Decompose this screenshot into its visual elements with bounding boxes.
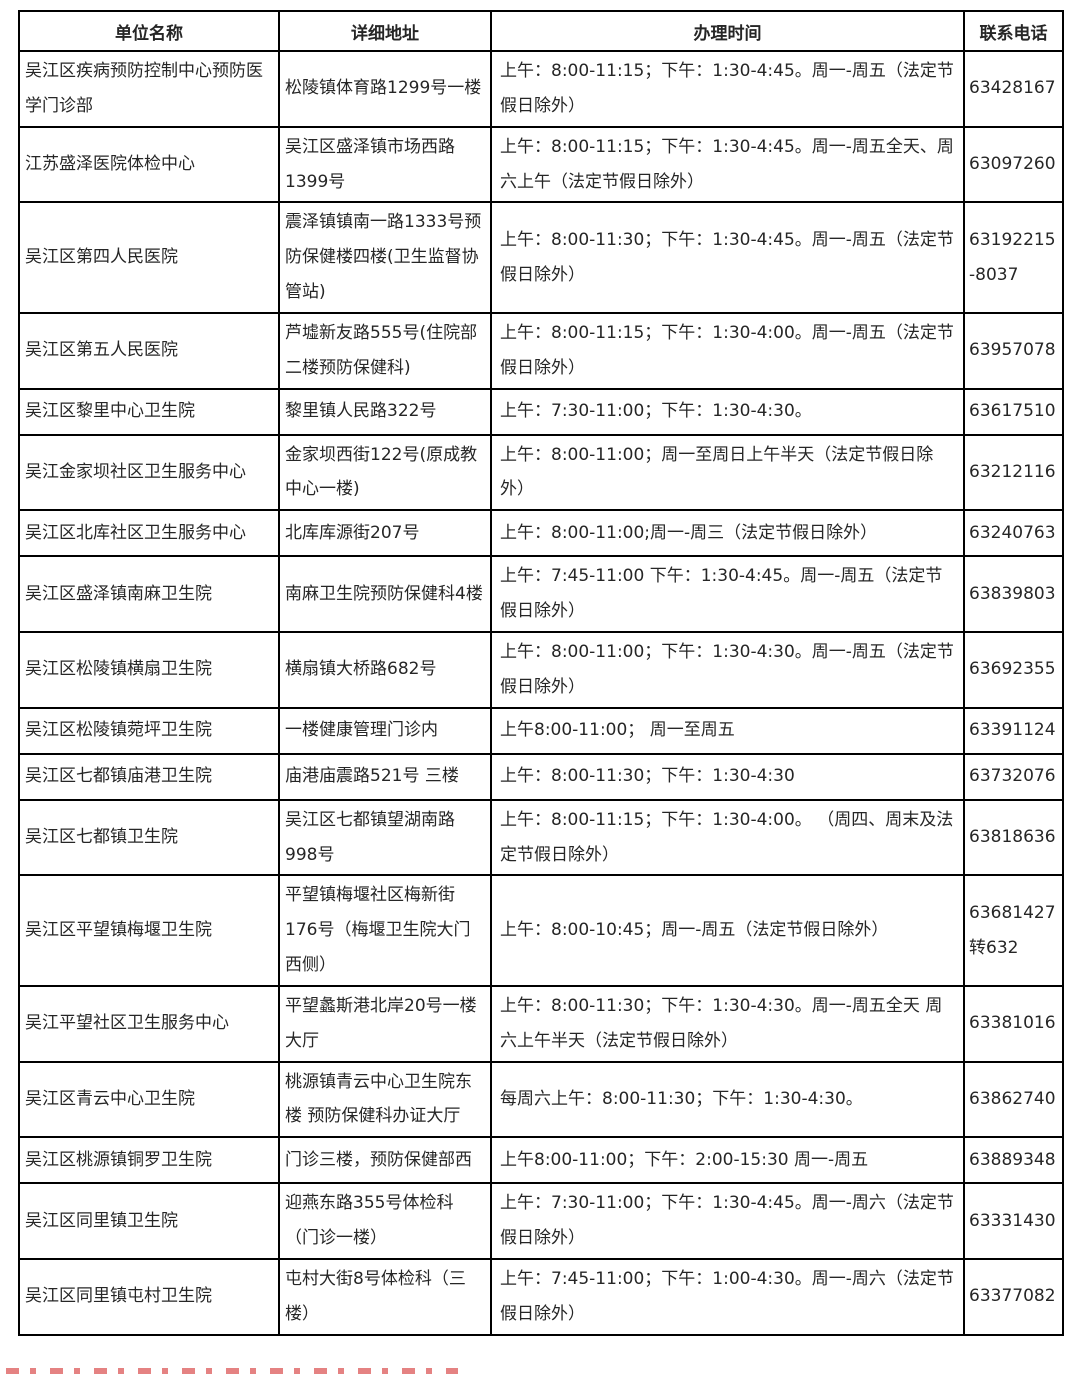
table-row: 吴江区七都镇庙港卫生院 庙港庙震路521号 三楼 上午：8:00-11:30；下… xyxy=(18,752,1064,801)
header-unit-name: 单位名称 xyxy=(18,10,280,52)
time-cell: 上午：8:00-11:30；下午：1:30-4:45。周一-周五（法定节假日除外… xyxy=(490,201,965,314)
unit-name-cell: 吴江区七都镇卫生院 xyxy=(18,798,280,877)
phone-cell: 63692355 xyxy=(963,630,1064,709)
address-cell: 震泽镇镇南一路1333号预防保健楼四楼(卫生监督协管站) xyxy=(278,201,492,314)
table-row: 吴江区北库社区卫生服务中心 北库库源街207号 上午：8:00-11:00;周一… xyxy=(18,509,1064,558)
address-cell: 黎里镇人民路322号 xyxy=(278,387,492,436)
unit-name-cell: 吴江区疾病预防控制中心预防医学门诊部 xyxy=(18,50,280,128)
phone-cell: 63381016 xyxy=(963,984,1064,1063)
phone-cell: 63097260 xyxy=(963,125,1064,204)
time-cell: 上午：8:00-11:00;周一-周三（法定节假日除外） xyxy=(490,509,965,558)
phone-cell: 63681427转632 xyxy=(963,874,1064,987)
time-cell: 上午：8:00-11:30；下午：1:30-4:30。周一-周五全天 周六上午半… xyxy=(490,984,965,1063)
unit-name-cell: 吴江区黎里中心卫生院 xyxy=(18,387,280,436)
unit-name-cell: 吴江区七都镇庙港卫生院 xyxy=(18,752,280,801)
unit-name-cell: 吴江区桃源镇铜罗卫生院 xyxy=(18,1136,280,1185)
time-cell: 上午8:00-11:00； 周一至周五 xyxy=(490,706,965,755)
time-cell: 上午：7:45-11:00 下午：1:30-4:45。周一-周五（法定节假日除外… xyxy=(490,555,965,633)
unit-name-cell: 吴江区同里镇屯村卫生院 xyxy=(18,1257,280,1336)
table-row: 吴江区桃源镇铜罗卫生院 门诊三楼，预防保健部西 上午8:00-11:00；下午：… xyxy=(18,1136,1064,1185)
header-phone: 联系电话 xyxy=(963,10,1064,52)
address-cell: 门诊三楼，预防保健部西 xyxy=(278,1136,492,1185)
address-cell: 桃源镇青云中心卫生院东楼 预防保健科办证大厅 xyxy=(278,1060,492,1139)
address-cell: 一楼健康管理门诊内 xyxy=(278,706,492,755)
address-cell: 平望蠡斯港北岸20号一楼大厅 xyxy=(278,984,492,1063)
table-row: 吴江区第五人民医院 芦墟新友路555号(住院部二楼预防保健科) 上午：8:00-… xyxy=(18,311,1064,390)
unit-name-cell: 吴江区北库社区卫生服务中心 xyxy=(18,509,280,558)
table-row: 吴江区疾病预防控制中心预防医学门诊部 松陵镇体育路1299号一楼 上午：8:00… xyxy=(18,50,1064,128)
unit-name-cell: 吴江区同里镇卫生院 xyxy=(18,1182,280,1260)
phone-cell: 63192215-8037 xyxy=(963,201,1064,314)
table-row: 吴江区第四人民医院 震泽镇镇南一路1333号预防保健楼四楼(卫生监督协管站) 上… xyxy=(18,201,1064,314)
time-cell: 上午：7:45-11:00；下午：1:00-4:30。周一-周六（法定节假日除外… xyxy=(490,1257,965,1336)
unit-name-cell: 吴江区松陵镇横扇卫生院 xyxy=(18,630,280,709)
table-row: 江苏盛泽医院体检中心 吴江区盛泽镇市场西路1399号 上午：8:00-11:15… xyxy=(18,125,1064,204)
address-cell: 横扇镇大桥路682号 xyxy=(278,630,492,709)
unit-name-cell: 吴江区青云中心卫生院 xyxy=(18,1060,280,1139)
table-row: 吴江区盛泽镇南麻卫生院 南麻卫生院预防保健科4楼 上午：7:45-11:00 下… xyxy=(18,555,1064,633)
time-cell: 上午：8:00-10:45；周一-周五（法定节假日除外） xyxy=(490,874,965,987)
time-cell: 上午：8:00-11:30；下午：1:30-4:30 xyxy=(490,752,965,801)
table-row: 吴江区平望镇梅堰卫生院 平望镇梅堰社区梅新街176号（梅堰卫生院大门西侧） 上午… xyxy=(18,874,1064,987)
address-cell: 金家坝西街122号(原成教中心一楼) xyxy=(278,433,492,512)
header-row: 单位名称 详细地址 办理时间 联系电话 xyxy=(18,10,1064,52)
table-body: 吴江区疾病预防控制中心预防医学门诊部 松陵镇体育路1299号一楼 上午：8:00… xyxy=(18,50,1064,1336)
time-cell: 上午：8:00-11:15；下午：1:30-4:45。周一-周五全天、周六上午（… xyxy=(490,125,965,204)
unit-name-cell: 吴江区第五人民医院 xyxy=(18,311,280,390)
address-cell: 北库库源街207号 xyxy=(278,509,492,558)
unit-name-cell: 吴江区平望镇梅堰卫生院 xyxy=(18,874,280,987)
address-cell: 吴江区盛泽镇市场西路1399号 xyxy=(278,125,492,204)
time-cell: 每周六上午：8:00-11:30；下午：1:30-4:30。 xyxy=(490,1060,965,1139)
cutoff-red-text-fragment xyxy=(6,1368,458,1374)
table-row: 吴江区松陵镇菀坪卫生院 一楼健康管理门诊内 上午8:00-11:00； 周一至周… xyxy=(18,706,1064,755)
time-cell: 上午8:00-11:00；下午：2:00-15:30 周一-周五 xyxy=(490,1136,965,1185)
phone-cell: 63862740 xyxy=(963,1060,1064,1139)
table-row: 吴江区同里镇卫生院 迎燕东路355号体检科 （门诊一楼） 上午：7:30-11:… xyxy=(18,1182,1064,1260)
table-row: 吴江区黎里中心卫生院 黎里镇人民路322号 上午：7:30-11:00；下午：1… xyxy=(18,387,1064,436)
table-row: 吴江区青云中心卫生院 桃源镇青云中心卫生院东楼 预防保健科办证大厅 每周六上午：… xyxy=(18,1060,1064,1139)
time-cell: 上午：8:00-11:15；下午：1:30-4:00。 （周四、周末及法定节假日… xyxy=(490,798,965,877)
unit-name-cell: 吴江区松陵镇菀坪卫生院 xyxy=(18,706,280,755)
phone-cell: 63957078 xyxy=(963,311,1064,390)
phone-cell: 63839803 xyxy=(963,555,1064,633)
time-cell: 上午：8:00-11:00；周一至周日上午半天（法定节假日除外） xyxy=(490,433,965,512)
phone-cell: 63617510 xyxy=(963,387,1064,436)
address-cell: 迎燕东路355号体检科 （门诊一楼） xyxy=(278,1182,492,1260)
phone-cell: 63331430 xyxy=(963,1182,1064,1260)
phone-cell: 63428167 xyxy=(963,50,1064,128)
unit-name-cell: 吴江区第四人民医院 xyxy=(18,201,280,314)
time-cell: 上午：8:00-11:00；下午：1:30-4:30。周一-周五（法定节假日除外… xyxy=(490,630,965,709)
header-time: 办理时间 xyxy=(490,10,965,52)
unit-name-cell: 江苏盛泽医院体检中心 xyxy=(18,125,280,204)
phone-cell: 63391124 xyxy=(963,706,1064,755)
address-cell: 庙港庙震路521号 三楼 xyxy=(278,752,492,801)
unit-name-cell: 吴江金家坝社区卫生服务中心 xyxy=(18,433,280,512)
table-row: 吴江平望社区卫生服务中心 平望蠡斯港北岸20号一楼大厅 上午：8:00-11:3… xyxy=(18,984,1064,1063)
address-cell: 松陵镇体育路1299号一楼 xyxy=(278,50,492,128)
phone-cell: 63377082 xyxy=(963,1257,1064,1336)
phone-cell: 63889348 xyxy=(963,1136,1064,1185)
table-row: 吴江金家坝社区卫生服务中心 金家坝西街122号(原成教中心一楼) 上午：8:00… xyxy=(18,433,1064,512)
address-cell: 平望镇梅堰社区梅新街176号（梅堰卫生院大门西侧） xyxy=(278,874,492,987)
table-row: 吴江区松陵镇横扇卫生院 横扇镇大桥路682号 上午：8:00-11:00；下午：… xyxy=(18,630,1064,709)
time-cell: 上午：7:30-11:00；下午：1:30-4:45。周一-周六（法定节假日除外… xyxy=(490,1182,965,1260)
unit-name-cell: 吴江平望社区卫生服务中心 xyxy=(18,984,280,1063)
address-cell: 屯村大街8号体检科（三楼） xyxy=(278,1257,492,1336)
unit-name-cell: 吴江区盛泽镇南麻卫生院 xyxy=(18,555,280,633)
table-row: 吴江区同里镇屯村卫生院 屯村大街8号体检科（三楼） 上午：7:45-11:00；… xyxy=(18,1257,1064,1336)
time-cell: 上午：8:00-11:15；下午：1:30-4:00。周一-周五（法定节假日除外… xyxy=(490,311,965,390)
table-row: 吴江区七都镇卫生院 吴江区七都镇望湖南路998号 上午：8:00-11:15；下… xyxy=(18,798,1064,877)
phone-cell: 63212116 xyxy=(963,433,1064,512)
time-cell: 上午：7:30-11:00；下午：1:30-4:30。 xyxy=(490,387,965,436)
phone-cell: 63818636 xyxy=(963,798,1064,877)
header-address: 详细地址 xyxy=(278,10,492,52)
address-cell: 吴江区七都镇望湖南路998号 xyxy=(278,798,492,877)
address-cell: 芦墟新友路555号(住院部二楼预防保健科) xyxy=(278,311,492,390)
units-table: 单位名称 详细地址 办理时间 联系电话 吴江区疾病预防控制中心预防医学门诊部 松… xyxy=(18,10,1064,1336)
time-cell: 上午：8:00-11:15；下午：1:30-4:45。周一-周五（法定节假日除外… xyxy=(490,50,965,128)
table-header: 单位名称 详细地址 办理时间 联系电话 xyxy=(18,10,1064,52)
phone-cell: 63732076 xyxy=(963,752,1064,801)
address-cell: 南麻卫生院预防保健科4楼 xyxy=(278,555,492,633)
phone-cell: 63240763 xyxy=(963,509,1064,558)
